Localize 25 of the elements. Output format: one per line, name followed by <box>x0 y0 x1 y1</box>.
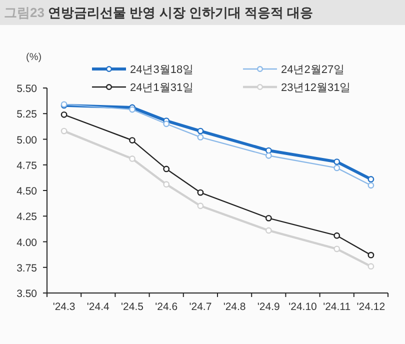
x-tick-label: '24.9 <box>257 301 280 313</box>
legend-label: 24년2월27일 <box>281 64 345 76</box>
x-tick-label: '24.6 <box>155 301 178 313</box>
x-tick-label: '24.12 <box>356 301 386 313</box>
x-tick-label: '24.5 <box>121 301 144 313</box>
x-tick-label: '24.8 <box>223 301 246 313</box>
legend-label: 23년12월31일 <box>281 82 351 94</box>
y-tick-label: 4.75 <box>16 160 38 172</box>
x-tick-label: '24.3 <box>52 301 76 313</box>
x-tick-label: '24.10 <box>288 301 318 313</box>
y-tick-label: 5.25 <box>16 108 38 121</box>
y-tick-label: 4.25 <box>16 211 38 224</box>
x-tick-label: '24.11 <box>323 301 351 313</box>
y-tick-label: 5.50 <box>16 83 38 95</box>
y-tick-label: 4.50 <box>16 186 38 198</box>
y-axis-title: (%) <box>26 52 42 63</box>
chart-title: 그림23 연방금리선물 반영 시장 인하기대 적응적 대응 <box>4 5 314 20</box>
legend-label: 24년1월31일 <box>130 82 194 94</box>
y-tick-label: 3.75 <box>16 262 38 274</box>
y-tick-label: 5.00 <box>16 134 38 146</box>
legend-label: 24년3월18일 <box>130 64 194 76</box>
x-tick-label: '24.4 <box>86 301 110 313</box>
y-tick-label: 4.00 <box>16 236 38 249</box>
y-tick-label: 3.50 <box>16 288 38 300</box>
x-tick-label: '24.7 <box>189 301 212 313</box>
